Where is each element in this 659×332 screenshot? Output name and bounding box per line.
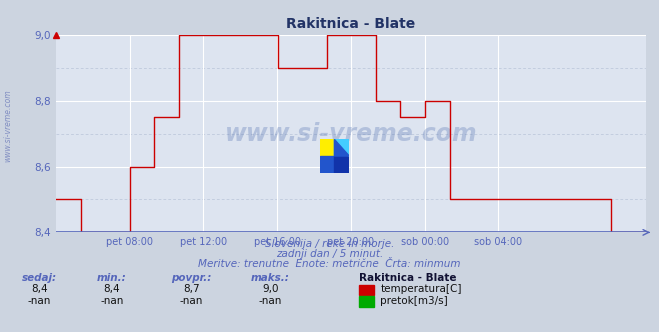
- Text: -nan: -nan: [100, 296, 124, 306]
- Text: Rakitnica - Blate: Rakitnica - Blate: [359, 273, 457, 283]
- Bar: [320, 139, 335, 156]
- Polygon shape: [335, 139, 349, 156]
- Bar: [335, 139, 349, 156]
- Text: 8,7: 8,7: [183, 284, 200, 294]
- Text: -nan: -nan: [179, 296, 203, 306]
- Text: www.si-vreme.com: www.si-vreme.com: [3, 90, 13, 162]
- Text: povpr.:: povpr.:: [171, 273, 212, 283]
- Bar: [320, 156, 335, 173]
- Text: pretok[m3/s]: pretok[m3/s]: [380, 296, 448, 306]
- Text: Meritve: trenutne  Enote: metrične  Črta: minmum: Meritve: trenutne Enote: metrične Črta: …: [198, 259, 461, 269]
- Polygon shape: [335, 139, 349, 156]
- Text: www.si-vreme.com: www.si-vreme.com: [225, 122, 477, 146]
- Text: temperatura[C]: temperatura[C]: [380, 284, 462, 294]
- Text: -nan: -nan: [28, 296, 51, 306]
- Text: Slovenija / reke in morje.: Slovenija / reke in morje.: [265, 239, 394, 249]
- Text: -nan: -nan: [258, 296, 282, 306]
- Text: 8,4: 8,4: [103, 284, 121, 294]
- Text: min.:: min.:: [97, 273, 127, 283]
- Title: Rakitnica - Blate: Rakitnica - Blate: [286, 17, 416, 31]
- Text: zadnji dan / 5 minut.: zadnji dan / 5 minut.: [276, 249, 383, 259]
- Text: maks.:: maks.:: [251, 273, 289, 283]
- Text: 9,0: 9,0: [262, 284, 279, 294]
- Bar: [335, 156, 349, 173]
- Text: sedaj:: sedaj:: [22, 273, 57, 283]
- Text: 8,4: 8,4: [31, 284, 48, 294]
